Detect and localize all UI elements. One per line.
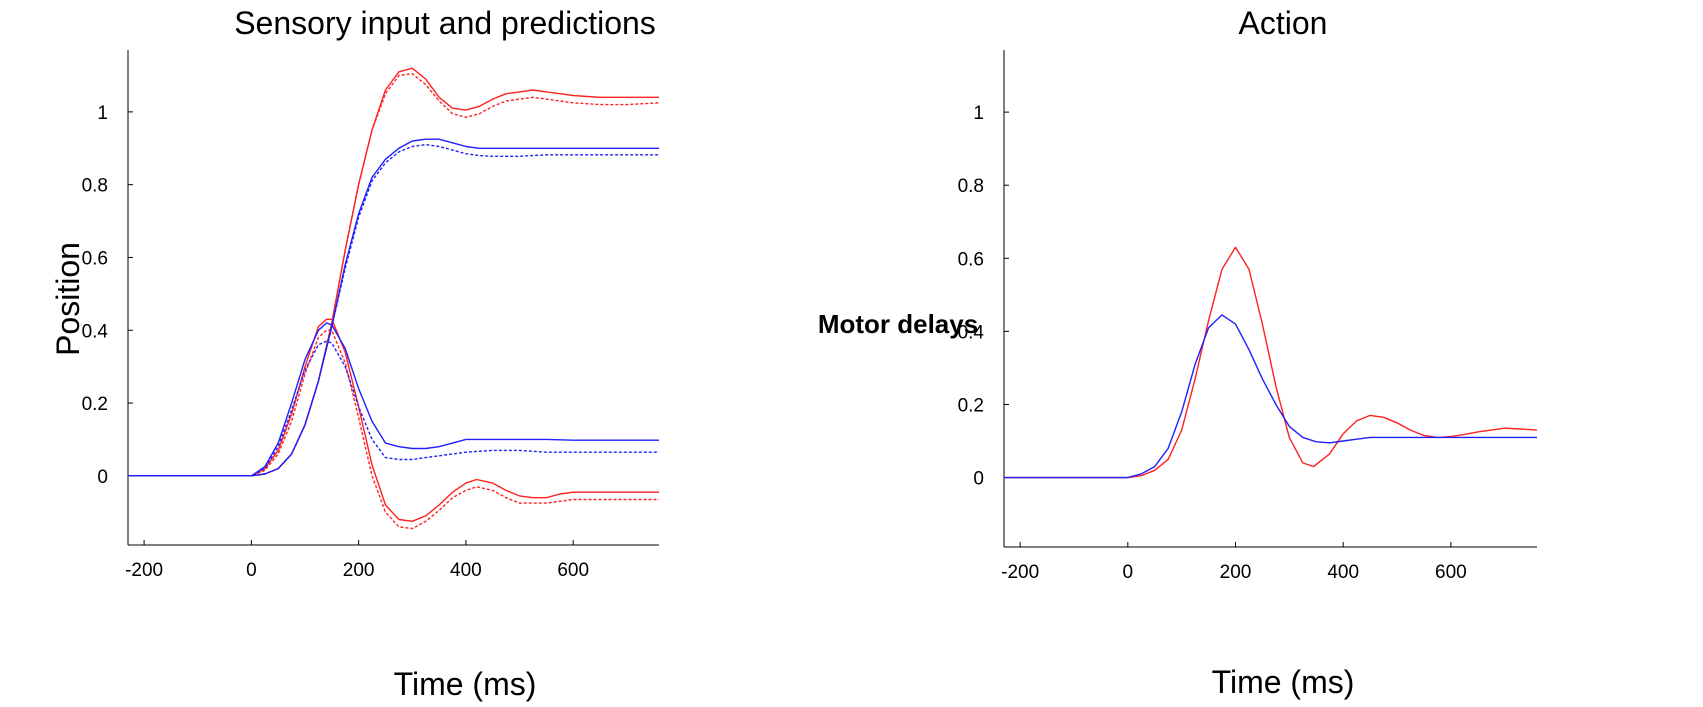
x-tick-label: -200 [1001,562,1039,583]
blue-solid-line [1004,314,1537,479]
x-axis-label: Time (ms) [1212,664,1355,700]
y-tick-label: 0 [97,467,108,488]
blue-dashed-line [128,143,659,477]
y-axis-label: Position [50,242,86,356]
x-tick-label: 0 [1123,562,1134,583]
blue-dashed-line [128,340,659,477]
x-tick-label: 600 [1435,562,1467,583]
y-tick-label: 0.8 [82,176,108,197]
sensory-chart: Sensory input and predictions Time (ms) … [50,5,660,702]
y-tick-label: 0.4 [958,322,985,343]
y-tick-label: 0.4 [82,321,109,342]
x-tick-label: -200 [125,560,163,581]
blue-solid-line [128,138,659,477]
red-dashed-line [128,73,660,477]
x-axis-label: Time (ms) [394,666,537,702]
y-tick-label: 0.2 [958,395,984,416]
series-lines [1004,246,1538,479]
red-solid-line [128,67,659,477]
x-tick-label: 0 [246,560,257,581]
chart-title: Action [1239,5,1328,41]
y-tick-label: 1 [97,103,108,124]
x-tick-label: 200 [343,560,375,581]
red-solid-line [128,318,659,522]
series-lines [128,67,660,530]
red-dashed-line [128,329,659,530]
axes: -200 0 200 400 600 0 0.2 0.4 0.6 0.8 1 [958,50,1537,583]
y-tick-label: 0.8 [958,176,984,197]
y-tick-label: 0.6 [82,248,108,269]
red-solid-line [1004,246,1538,479]
x-tick-label: 600 [557,560,589,581]
axes: -200 0 200 400 600 0 0.2 0.4 0.6 0.8 1 [82,50,659,581]
action-chart: Action Time (ms) -200 0 200 400 600 0 0.2 0.4 0.… [958,5,1538,700]
x-tick-label: 400 [1327,562,1359,583]
y-tick-label: 1 [973,103,984,124]
blue-solid-line [128,322,659,477]
y-tick-label: 0 [973,469,984,490]
chart-title: Sensory input and predictions [234,5,656,41]
motor-delays-label: Motor delays [818,309,978,339]
x-tick-label: 400 [450,560,482,581]
y-tick-label: 0.2 [82,394,108,415]
x-tick-label: 200 [1220,562,1252,583]
y-tick-label: 0.6 [958,249,984,270]
